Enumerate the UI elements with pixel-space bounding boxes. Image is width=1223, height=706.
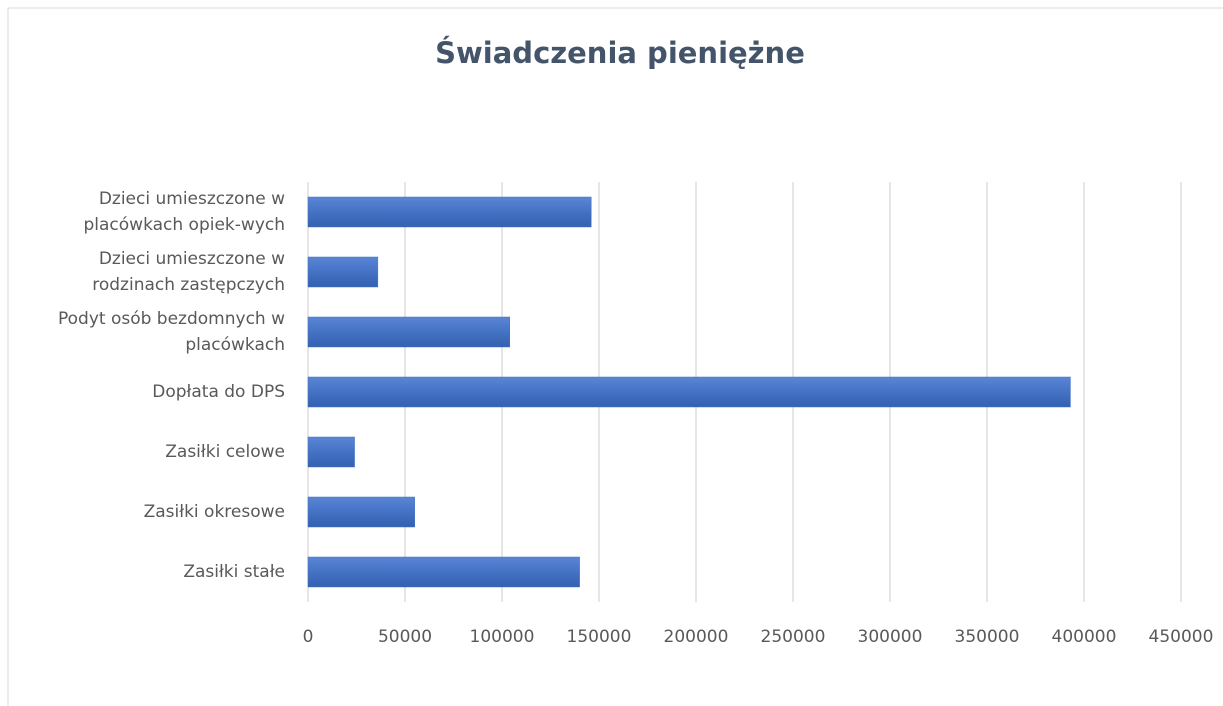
- y-tick-label: Podyt osób bezdomnych w placówkach: [57, 309, 285, 355]
- x-tick-label: 450000: [1149, 627, 1214, 647]
- chart-border: [7, 7, 1223, 706]
- y-tick-label: Dzieci umieszczone w placówkach opiek-wy…: [83, 189, 285, 235]
- bar: [307, 496, 415, 528]
- x-tick-label: 300000: [858, 627, 923, 647]
- bar: [307, 256, 379, 288]
- x-tick-label: 50000: [378, 627, 432, 647]
- bar: [307, 376, 1071, 408]
- y-tick-label: Zasiłki stałe: [183, 562, 285, 582]
- bar: [307, 436, 355, 468]
- x-tick-label: 100000: [470, 627, 535, 647]
- x-tick-label: 250000: [761, 627, 826, 647]
- chart-title: Świadczenia pieniężne: [435, 36, 805, 70]
- y-tick-label: Dopłata do DPS: [152, 382, 285, 402]
- x-tick-label: 200000: [664, 627, 729, 647]
- bar: [307, 556, 580, 588]
- bar: [307, 196, 592, 228]
- x-tick-label: 150000: [567, 627, 632, 647]
- x-tick-label: 0: [303, 627, 314, 647]
- x-tick-label: 350000: [955, 627, 1020, 647]
- y-tick-label: Zasiłki celowe: [165, 442, 285, 462]
- x-tick-label: 400000: [1052, 627, 1117, 647]
- y-tick-label: Zasiłki okresowe: [143, 502, 285, 522]
- y-tick-label: Dzieci umieszczone w rodzinach zastępczy…: [92, 249, 285, 295]
- bar: [307, 316, 511, 348]
